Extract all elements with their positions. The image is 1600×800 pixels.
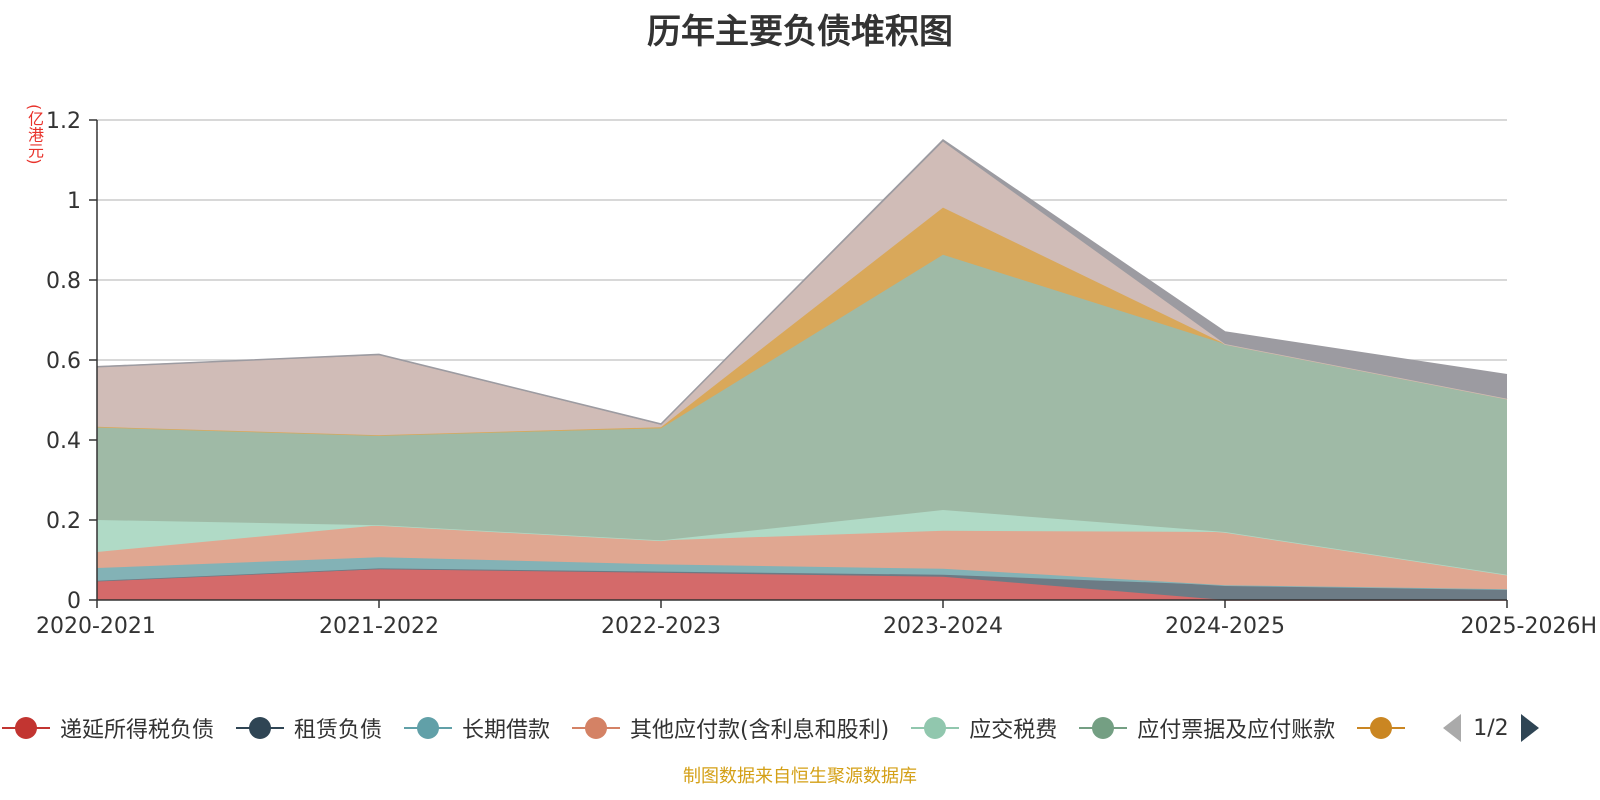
y-tick-label-5: 1 (67, 189, 81, 214)
legend-prev-page-icon[interactable] (1443, 714, 1462, 742)
legend-marker-icon (2, 716, 50, 740)
legend-label: 长期借款 (462, 718, 551, 743)
legend-label: 应付票据及应付账款 (1137, 718, 1336, 743)
legend-marker-icon (236, 716, 285, 740)
area-series-2[interactable] (97, 568, 1507, 600)
x-tick-label-3: 2023-2024 (883, 614, 1003, 639)
y-tick-label-4: 0.8 (46, 269, 81, 294)
legend-label: 递延所得税负债 (60, 718, 215, 743)
legend-item-1[interactable]: 递延所得税负债 (2, 712, 214, 744)
chart-title: 历年主要负债堆积图 (647, 12, 953, 52)
y-tick-label-3: 0.6 (46, 349, 81, 374)
axes: 0 0.2 0.4 0.6 0.8 1 1.2 2020-2021 2021-2022 2022-… (36, 109, 1597, 639)
legend-label: 其他应付款(含利息和股利) (630, 718, 890, 743)
y-tick-label-0: 0 (67, 589, 81, 614)
legend-page-indicator: 1/2 (1473, 715, 1509, 741)
legend-marker-icon (1079, 716, 1128, 740)
x-tick-label-2: 2022-2023 (601, 614, 721, 639)
area-line-series-9 (96, 139, 1508, 425)
legend-item-7[interactable] (1357, 716, 1415, 740)
legend-marker-icon (404, 716, 453, 740)
legend-marker-icon (572, 716, 621, 740)
x-tick-label-0: 2020-2021 (36, 614, 156, 639)
legend-item-5[interactable]: 应交税费 (911, 712, 1057, 744)
x-tick-label-1: 2021-2022 (319, 614, 439, 639)
legend-label: 租赁负债 (294, 718, 383, 743)
x-tick-label-4: 2024-2025 (1165, 614, 1285, 639)
area-series (96, 139, 1508, 601)
legend-item-3[interactable]: 长期借款 (404, 712, 550, 744)
stacked-area-chart: 0 0.2 0.4 0.6 0.8 1 1.2 2020-2021 2021-2022 2022-… (36, 109, 1597, 639)
y-tick-label-2: 0.4 (46, 429, 81, 454)
legend-item-4[interactable]: 其他应付款(含利息和股利) (572, 712, 889, 744)
area-series-4[interactable] (97, 525, 1507, 590)
y-tick-label-1: 0.2 (46, 509, 81, 534)
area-series-8[interactable] (97, 141, 1507, 436)
legend-label: 应交税费 (969, 718, 1058, 743)
y-tick-label-6: 1.2 (46, 109, 81, 134)
legend: 递延所得税负债 租赁负债 长期借款 其他应付款(含利息和股利) 应交税费 应付票据及应付账… (0, 708, 1600, 748)
legend-item-6[interactable]: 应付票据及应付账款 (1079, 712, 1335, 744)
data-source-note: 制图数据来自恒生聚源数据库 (683, 766, 917, 787)
legend-next-page-icon[interactable] (1520, 714, 1539, 742)
legend-marker-icon (911, 716, 960, 740)
legend-pager: 1/2 (1443, 714, 1539, 742)
y-axis-unit-label: (亿港元) (25, 104, 44, 165)
area-series-7[interactable] (97, 207, 1507, 436)
area-series-6[interactable] (97, 254, 1507, 575)
legend-marker-icon (1357, 716, 1406, 740)
x-tick-label-5: 2025-2026H (1461, 614, 1597, 639)
area-series-1[interactable] (97, 569, 1507, 600)
legend-item-2[interactable]: 租赁负债 (236, 712, 382, 744)
